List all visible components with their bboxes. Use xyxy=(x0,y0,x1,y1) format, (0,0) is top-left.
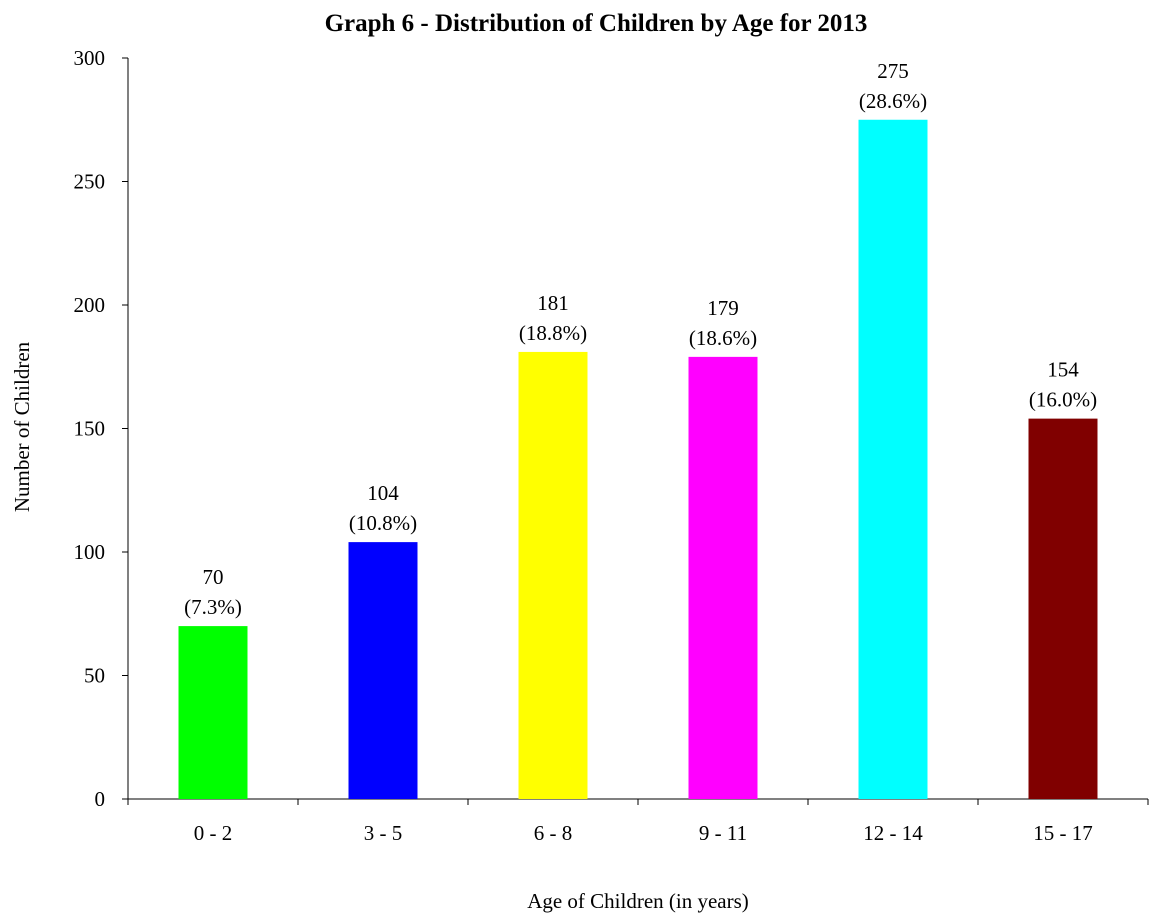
bar-percent-label: (10.8%) xyxy=(349,511,417,535)
x-tick-label: 3 - 5 xyxy=(364,821,403,845)
bar-percent-label: (18.8%) xyxy=(519,321,587,345)
bar-percent-label: (7.3%) xyxy=(184,595,242,619)
x-tick-label: 0 - 2 xyxy=(194,821,233,845)
bar-percent-label: (28.6%) xyxy=(859,89,927,113)
bar-value-label: 275 xyxy=(877,59,909,83)
bar-value-label: 181 xyxy=(537,291,569,315)
bar-percent-label: (16.0%) xyxy=(1029,388,1097,412)
y-tick-label: 0 xyxy=(95,787,106,811)
bar xyxy=(858,119,928,799)
bar-value-label: 154 xyxy=(1047,358,1079,382)
bar-percent-label: (18.6%) xyxy=(689,326,757,350)
y-tick-label: 50 xyxy=(84,664,105,688)
y-tick-label: 100 xyxy=(74,540,106,564)
y-tick-label: 200 xyxy=(74,293,106,317)
x-tick-label: 15 - 17 xyxy=(1033,821,1093,845)
x-tick-label: 9 - 11 xyxy=(699,821,747,845)
x-tick-label: 12 - 14 xyxy=(863,821,923,845)
y-tick-label: 300 xyxy=(74,46,106,70)
x-axis-label: Age of Children (in years) xyxy=(527,889,749,913)
y-axis-label: Number of Children xyxy=(10,341,34,512)
bar-value-label: 179 xyxy=(707,296,739,320)
y-tick-label: 250 xyxy=(74,170,106,194)
bar-value-label: 104 xyxy=(367,481,399,505)
plot-area: 0 50 100 150 200 250 300 0 - 2 70 (7.3%) 3 - 5 104 (… xyxy=(74,46,1149,845)
bar xyxy=(518,351,588,799)
x-tick-label: 6 - 8 xyxy=(534,821,573,845)
bar xyxy=(178,626,248,799)
bar xyxy=(688,356,758,799)
bar xyxy=(348,542,418,799)
y-tick-label: 150 xyxy=(74,417,106,441)
bar xyxy=(1028,418,1098,799)
chart-title: Graph 6 - Distribution of Children by Ag… xyxy=(325,10,868,37)
bar-value-label: 70 xyxy=(203,565,224,589)
